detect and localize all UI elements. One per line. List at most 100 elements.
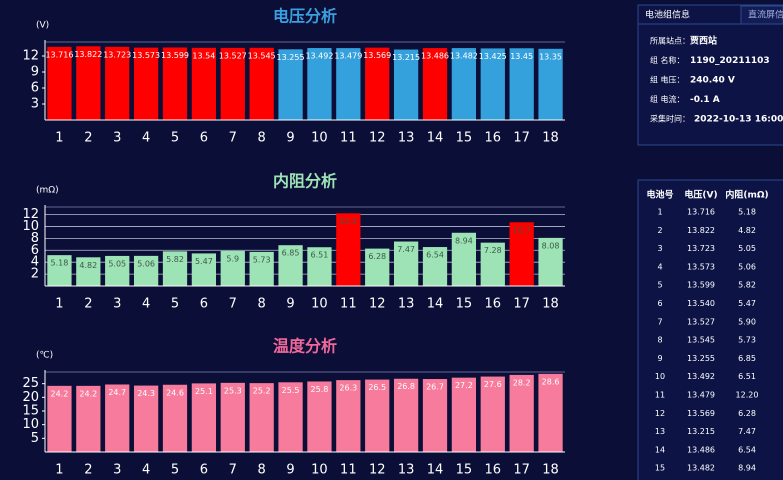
bar [278, 49, 303, 120]
table-cell: 8 [657, 336, 662, 345]
table-cell: 6.51 [738, 372, 756, 381]
value-label: 7.47 [397, 245, 415, 254]
bar [422, 48, 448, 121]
tab[interactable]: 直流屏信 [748, 9, 783, 21]
table-cell: 5.90 [738, 317, 756, 326]
bar [393, 241, 419, 286]
value-label: 13.573 [132, 51, 160, 60]
x-tick-label: 10 [311, 297, 328, 312]
bar [105, 384, 130, 452]
table-cell: 13.569 [687, 409, 715, 418]
x-tick-label: 15 [456, 463, 473, 478]
x-tick-label: 3 [113, 297, 121, 312]
value-label: 13.822 [74, 50, 102, 59]
table-cell: 13.492 [687, 372, 715, 381]
value-label: 6.54 [426, 251, 444, 260]
y-tick-label: 6 [31, 81, 39, 96]
x-tick-label: 1 [55, 297, 63, 312]
bar [365, 379, 390, 452]
x-tick-label: 2 [84, 131, 92, 146]
x-tick-label: 16 [485, 463, 502, 478]
table-cell: 13.486 [687, 445, 715, 454]
y-tick-label: 12 [22, 49, 39, 64]
info-label: 组 电流： [650, 94, 685, 104]
bar [336, 213, 361, 286]
x-tick-label: 18 [542, 297, 559, 312]
table-cell: 12 [655, 409, 665, 418]
bar [509, 374, 534, 452]
table-cell: 7.47 [738, 427, 756, 436]
table-cell: 6.54 [738, 445, 756, 454]
bar [451, 48, 477, 120]
bar [278, 382, 303, 452]
value-label: 6.28 [368, 252, 386, 261]
value-label: 25.1 [195, 387, 213, 396]
info-value: 2022-10-13 16:00:0 [694, 115, 783, 125]
value-label: 6.85 [282, 249, 300, 258]
value-label: 13.215 [392, 53, 420, 62]
table-cell: 15 [655, 464, 665, 473]
table-panel [637, 179, 783, 480]
value-label: 5.73 [253, 255, 271, 264]
value-label: 13.479 [334, 52, 362, 61]
bar [220, 47, 245, 120]
table-cell: 5.18 [738, 208, 756, 217]
x-tick-label: 12 [369, 131, 386, 146]
info-value: -0.1 A [690, 95, 720, 105]
bar [538, 373, 563, 452]
bar [509, 48, 534, 121]
value-label: 5.05 [108, 259, 126, 268]
table-cell: 2 [657, 226, 662, 235]
table-header: 内阻(mΩ) [725, 189, 768, 201]
bar [393, 49, 419, 120]
value-label: 13.45 [510, 52, 533, 61]
value-label: 13.569 [363, 51, 391, 60]
table-cell: 13.255 [687, 354, 715, 363]
x-tick-label: 16 [485, 131, 502, 146]
value-label: 13.35 [539, 52, 562, 61]
x-tick-label: 2 [84, 297, 92, 312]
value-label: 27.6 [484, 380, 502, 389]
x-tick-label: 1 [55, 463, 63, 478]
bar [451, 232, 477, 286]
x-tick-label: 15 [456, 297, 473, 312]
x-tick-label: 7 [229, 463, 237, 478]
chart-title: 温度分析 [272, 337, 337, 356]
bar [191, 383, 217, 452]
value-label: 28.6 [542, 377, 560, 386]
bar [220, 250, 245, 286]
x-tick-label: 4 [142, 463, 150, 478]
value-label: 25.5 [282, 386, 300, 395]
bar [191, 253, 217, 286]
x-tick-label: 18 [542, 463, 559, 478]
table-cell: 13.527 [687, 317, 715, 326]
bar [133, 255, 159, 286]
x-tick-label: 13 [398, 297, 415, 312]
value-label: 8.94 [455, 236, 473, 245]
x-tick-label: 4 [142, 131, 150, 146]
bar [480, 242, 505, 286]
x-tick-label: 14 [427, 463, 444, 478]
bar [422, 379, 448, 452]
value-label: 13.716 [45, 50, 73, 59]
info-label: 采集时间： [650, 114, 690, 124]
x-tick-label: 17 [513, 131, 530, 146]
tab[interactable]: 电池组信息 [645, 9, 690, 21]
x-tick-label: 2 [84, 463, 92, 478]
x-tick-label: 5 [171, 463, 179, 478]
value-label: 24.3 [137, 389, 155, 398]
value-label: 13.527 [219, 51, 247, 60]
y-tick-label: 15 [22, 404, 39, 419]
value-label: 26.8 [397, 382, 415, 391]
bar [76, 46, 101, 120]
x-tick-label: 16 [485, 297, 502, 312]
bar [220, 382, 245, 452]
y-axis-label: (mΩ) [36, 186, 59, 196]
table-cell: 6.85 [738, 354, 756, 363]
value-label: 10.7 [513, 226, 531, 235]
x-tick-label: 8 [258, 131, 266, 146]
tab-box[interactable] [740, 5, 783, 25]
bar [76, 257, 101, 286]
bar [307, 247, 332, 286]
